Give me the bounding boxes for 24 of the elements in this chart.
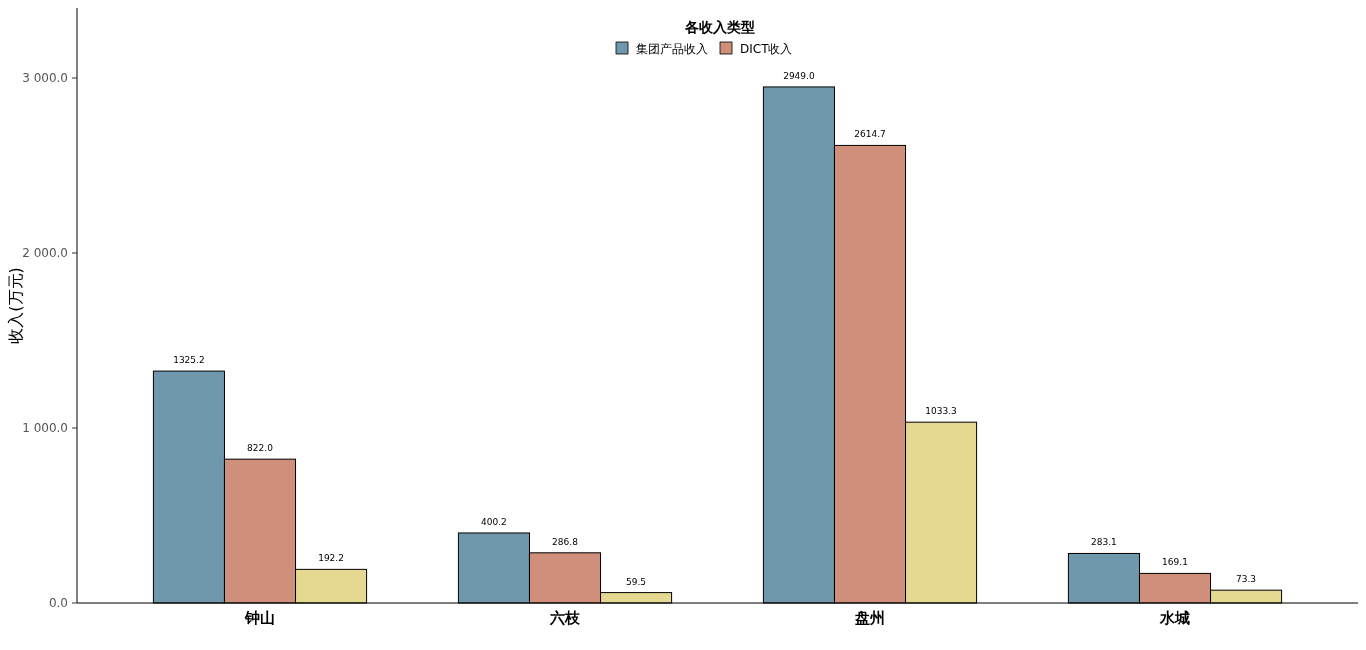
data-label: 192.2 <box>318 553 344 564</box>
x-tick-label: 盘州 <box>854 609 885 627</box>
data-label: 1033.3 <box>925 406 957 417</box>
x-tick-label: 六枝 <box>549 609 581 627</box>
data-label: 400.2 <box>481 516 507 527</box>
y-tick-label: 1 000.0 <box>22 421 68 435</box>
x-tick-label: 钟山 <box>244 609 275 627</box>
y-tick-label: 2 000.0 <box>22 246 68 260</box>
data-label: 2949.0 <box>783 70 815 81</box>
legend-label: 集团产品收入 <box>636 42 708 56</box>
data-label: 283.1 <box>1091 537 1117 548</box>
data-label: 59.5 <box>626 576 647 587</box>
x-tick-label: 水城 <box>1159 609 1190 627</box>
y-axis-title: 收入(万元) <box>6 267 25 344</box>
data-label: 73.3 <box>1236 574 1257 585</box>
data-label: 169.1 <box>1162 557 1188 568</box>
legend-title: 各收入类型 <box>684 19 755 35</box>
data-label: 2614.7 <box>854 129 886 140</box>
legend-label: DICT收入 <box>740 42 793 56</box>
data-label: 1325.2 <box>173 355 205 366</box>
data-label: 286.8 <box>552 536 579 547</box>
y-tick-label: 3 000.0 <box>22 71 68 85</box>
data-label: 822.0 <box>247 443 274 454</box>
y-tick-label: 0.0 <box>48 596 68 610</box>
